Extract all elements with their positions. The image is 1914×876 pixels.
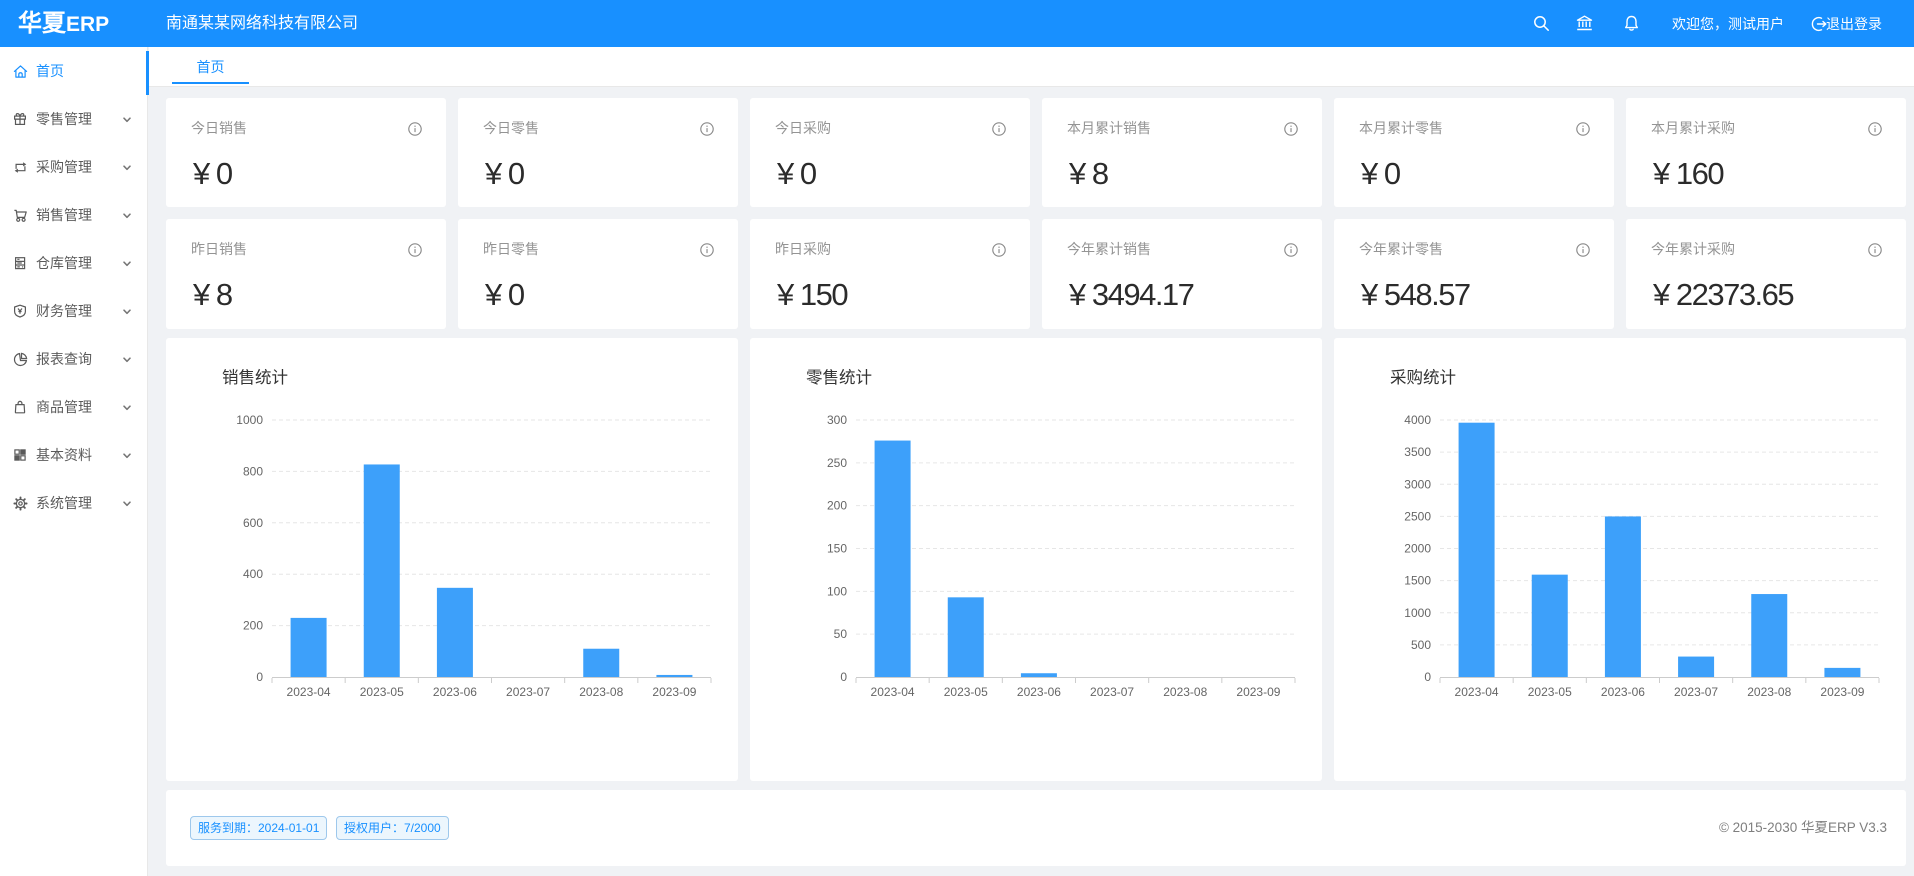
svg-text:600: 600 xyxy=(243,516,263,530)
svg-text:500: 500 xyxy=(1411,638,1431,652)
svg-text:100: 100 xyxy=(827,584,847,598)
svg-text:2023-07: 2023-07 xyxy=(506,685,550,699)
svg-text:2023-09: 2023-09 xyxy=(652,685,696,699)
svg-text:0: 0 xyxy=(1424,670,1431,684)
svg-text:1000: 1000 xyxy=(236,413,263,427)
svg-text:0: 0 xyxy=(840,670,847,684)
svg-text:2023-05: 2023-05 xyxy=(944,685,988,699)
svg-text:1000: 1000 xyxy=(1404,606,1431,620)
svg-text:2023-05: 2023-05 xyxy=(1528,685,1572,699)
svg-text:2023-04: 2023-04 xyxy=(287,685,331,699)
svg-text:2023-04: 2023-04 xyxy=(871,685,915,699)
svg-text:2023-06: 2023-06 xyxy=(1601,685,1645,699)
svg-text:2023-09: 2023-09 xyxy=(1820,685,1864,699)
svg-text:400: 400 xyxy=(243,567,263,581)
svg-text:4000: 4000 xyxy=(1404,413,1431,427)
svg-text:2023-08: 2023-08 xyxy=(579,685,623,699)
svg-text:2023-04: 2023-04 xyxy=(1455,685,1499,699)
svg-text:250: 250 xyxy=(827,456,847,470)
svg-text:2023-06: 2023-06 xyxy=(433,685,477,699)
svg-text:3000: 3000 xyxy=(1404,477,1431,491)
svg-text:2023-09: 2023-09 xyxy=(1236,685,1280,699)
svg-text:200: 200 xyxy=(243,619,263,633)
svg-text:2500: 2500 xyxy=(1404,509,1431,523)
svg-text:200: 200 xyxy=(827,499,847,513)
svg-text:800: 800 xyxy=(243,464,263,478)
svg-text:2023-08: 2023-08 xyxy=(1747,685,1791,699)
svg-text:150: 150 xyxy=(827,542,847,556)
svg-text:2023-07: 2023-07 xyxy=(1674,685,1718,699)
svg-text:2023-08: 2023-08 xyxy=(1163,685,1207,699)
svg-text:2023-05: 2023-05 xyxy=(360,685,404,699)
svg-text:2023-06: 2023-06 xyxy=(1017,685,1061,699)
svg-text:50: 50 xyxy=(834,627,848,641)
svg-text:1500: 1500 xyxy=(1404,574,1431,588)
svg-text:3500: 3500 xyxy=(1404,445,1431,459)
svg-text:2023-07: 2023-07 xyxy=(1090,685,1134,699)
svg-text:0: 0 xyxy=(256,670,263,684)
svg-text:2000: 2000 xyxy=(1404,542,1431,556)
svg-text:300: 300 xyxy=(827,413,847,427)
